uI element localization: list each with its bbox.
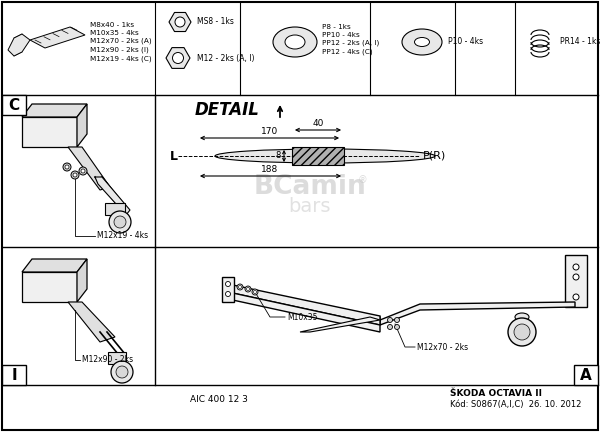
- Circle shape: [573, 274, 579, 280]
- Polygon shape: [30, 27, 85, 48]
- Text: 40: 40: [313, 119, 323, 128]
- Polygon shape: [230, 287, 380, 322]
- Circle shape: [252, 289, 258, 295]
- Bar: [574, 365, 598, 385]
- Circle shape: [395, 324, 400, 330]
- Ellipse shape: [285, 35, 305, 49]
- Text: M8x40 - 1ks
M10x35 - 4ks
M12x70 - 2ks (A)
M12x90 - 2ks (I)
M12x19 - 4ks (C): M8x40 - 1ks M10x35 - 4ks M12x70 - 2ks (A…: [90, 22, 152, 61]
- Bar: [2, 95, 26, 115]
- Text: P(R): P(R): [423, 151, 446, 161]
- Circle shape: [237, 284, 243, 290]
- Polygon shape: [380, 302, 575, 325]
- Ellipse shape: [273, 27, 317, 57]
- Polygon shape: [77, 104, 87, 147]
- Bar: [22, 272, 77, 302]
- Text: Kód: S0867(A,I,C)  26. 10. 2012: Kód: S0867(A,I,C) 26. 10. 2012: [450, 400, 581, 410]
- Polygon shape: [8, 34, 30, 56]
- Text: M12x19 - 4ks: M12x19 - 4ks: [97, 232, 148, 241]
- Text: 170: 170: [262, 127, 278, 136]
- Text: P10 - 4ks: P10 - 4ks: [448, 38, 483, 47]
- Text: DETAIL: DETAIL: [195, 101, 260, 119]
- Polygon shape: [300, 317, 380, 332]
- Circle shape: [226, 292, 230, 296]
- Text: P8 - 1ks
PP10 - 4ks
PP12 - 2ks (A, I)
PP12 - 4ks (C): P8 - 1ks PP10 - 4ks PP12 - 2ks (A, I) PP…: [322, 24, 379, 55]
- Text: M10x35: M10x35: [287, 312, 317, 321]
- Circle shape: [63, 163, 71, 171]
- Bar: [222, 277, 234, 302]
- Text: A: A: [580, 368, 592, 382]
- Circle shape: [71, 171, 79, 179]
- Ellipse shape: [215, 149, 435, 163]
- Text: C: C: [8, 98, 20, 112]
- Bar: [22, 117, 77, 147]
- Bar: [105, 203, 125, 215]
- Circle shape: [395, 318, 400, 323]
- Polygon shape: [68, 302, 115, 342]
- Circle shape: [573, 264, 579, 270]
- Circle shape: [573, 294, 579, 300]
- Text: bars: bars: [289, 197, 331, 216]
- Circle shape: [245, 286, 251, 292]
- Polygon shape: [68, 147, 110, 190]
- Text: MS8 - 1ks: MS8 - 1ks: [197, 16, 234, 25]
- Text: BCamin: BCamin: [254, 174, 367, 200]
- Circle shape: [114, 216, 126, 228]
- Circle shape: [81, 169, 85, 173]
- Circle shape: [239, 286, 241, 289]
- Text: PR14 - 1ks: PR14 - 1ks: [560, 38, 600, 47]
- Text: ŠKODA OCTAVIA II: ŠKODA OCTAVIA II: [450, 390, 542, 398]
- Polygon shape: [228, 292, 380, 332]
- Text: ®: ®: [358, 175, 368, 185]
- Bar: [2, 365, 26, 385]
- Circle shape: [116, 366, 128, 378]
- Text: I: I: [11, 368, 17, 382]
- Circle shape: [79, 167, 87, 175]
- Ellipse shape: [415, 38, 430, 47]
- Polygon shape: [228, 284, 380, 325]
- Circle shape: [109, 211, 131, 233]
- Text: 188: 188: [262, 165, 278, 174]
- Text: M12x90 - 2ks: M12x90 - 2ks: [82, 356, 133, 365]
- Circle shape: [65, 165, 69, 169]
- Circle shape: [111, 361, 133, 383]
- Polygon shape: [95, 177, 130, 215]
- Circle shape: [173, 53, 184, 64]
- Text: M12x70 - 2ks: M12x70 - 2ks: [417, 343, 468, 352]
- Circle shape: [247, 288, 250, 290]
- Circle shape: [226, 282, 230, 286]
- Circle shape: [73, 173, 77, 177]
- Text: AIC 400 12 3: AIC 400 12 3: [190, 394, 248, 403]
- Text: L: L: [170, 149, 178, 162]
- Ellipse shape: [515, 313, 529, 321]
- Polygon shape: [22, 104, 87, 117]
- Circle shape: [254, 290, 257, 293]
- Ellipse shape: [402, 29, 442, 55]
- Bar: [292, 147, 344, 165]
- Circle shape: [388, 324, 392, 330]
- Circle shape: [508, 318, 536, 346]
- Circle shape: [514, 324, 530, 340]
- Polygon shape: [77, 259, 87, 302]
- Text: 8: 8: [275, 152, 281, 161]
- Circle shape: [388, 318, 392, 323]
- Polygon shape: [22, 259, 87, 272]
- Bar: [108, 352, 126, 364]
- Text: M12 - 2ks (A, I): M12 - 2ks (A, I): [197, 54, 254, 63]
- Circle shape: [175, 17, 185, 27]
- Bar: [565, 255, 587, 307]
